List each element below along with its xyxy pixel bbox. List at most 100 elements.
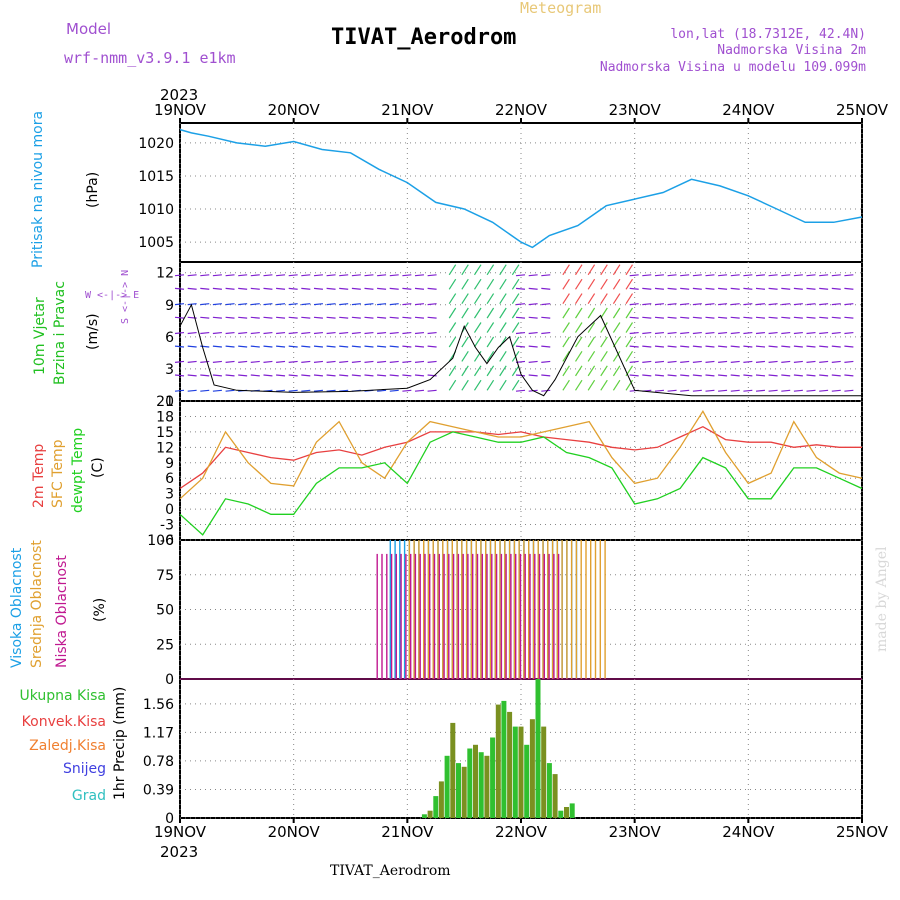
wind-arrow (629, 287, 639, 290)
wind-arrow (781, 389, 791, 392)
precip-bar (484, 755, 490, 818)
precip-bar (478, 752, 484, 818)
wind-arrow (528, 374, 538, 377)
panels (179, 122, 863, 819)
wind-arrow (414, 287, 425, 290)
wind-arrow (587, 350, 596, 362)
wind-arrow (515, 389, 526, 392)
wind-arrow (612, 264, 621, 276)
precip-axis-labels: Ukupna Kisa Konvek.Kisa Zaledj.Kisa Snij… (19, 687, 128, 804)
wind-arrow (276, 287, 286, 290)
wind-arrow (276, 389, 286, 392)
wind-arrow (414, 389, 425, 392)
wind-arrow (743, 274, 753, 277)
wind-arrow (806, 331, 816, 335)
wind-arrow (819, 345, 829, 348)
wind-arrow (667, 345, 677, 348)
wind-arrow (339, 287, 349, 290)
precip-bar (444, 755, 450, 818)
precip-bar (501, 700, 507, 818)
wind-arrow (781, 316, 791, 319)
wind-arrow (667, 374, 677, 377)
precip-bar (535, 679, 541, 818)
wind-arrow (402, 389, 412, 392)
wind-arrow (414, 360, 425, 363)
wind-arrow (174, 331, 185, 335)
wind-arrow (499, 322, 507, 333)
wind-arrow (238, 274, 248, 277)
wind-arrow (844, 316, 854, 319)
wind-arrow (768, 389, 778, 392)
precip-bar (427, 810, 433, 818)
wind-arrow (654, 345, 664, 348)
wind-arrow (402, 345, 412, 348)
wind-arrow (743, 389, 753, 392)
time-tick-label-top: 20NOV (268, 101, 321, 119)
wind-arrow (250, 303, 260, 306)
wind-arrow (692, 345, 702, 348)
wind-arrow (743, 331, 753, 335)
temp-dew-label: dewpt Temp (70, 428, 86, 513)
wind-arrow (667, 287, 677, 290)
page-title: TIVAT_Aerodrom (331, 25, 516, 50)
wind-arrow (831, 287, 841, 290)
precip-bar (524, 744, 530, 818)
wind-arrow (402, 303, 412, 306)
wind-arrow (301, 331, 311, 335)
wind-arrow (288, 374, 298, 377)
gridlines (179, 118, 863, 823)
wind-arrow (705, 389, 715, 392)
y-tick-label-pressure: 1020 (138, 136, 174, 152)
wind-arrow (499, 365, 507, 377)
wind-arrow (654, 331, 664, 335)
precip-bar (461, 766, 467, 818)
wind-arrow (473, 350, 482, 362)
wind-arrow (339, 374, 349, 377)
wind-arrow (414, 345, 425, 348)
wind-arrow (515, 287, 526, 290)
wind-arrow (212, 360, 222, 363)
wind-arrow (587, 264, 596, 276)
wind-arrow (339, 389, 349, 392)
footer-title: TIVAT_Aerodrom (330, 863, 451, 879)
wind-arrow (600, 307, 608, 319)
wind-arrow (575, 336, 583, 348)
wind-arrow (499, 379, 507, 391)
wind-compass: W <-|-> E (85, 290, 139, 301)
wind-arrow (692, 374, 702, 377)
wind-arrow (389, 316, 399, 319)
wind-arrow (448, 293, 457, 305)
wind-arrow (377, 303, 387, 306)
precip-bar (495, 704, 501, 818)
precip-total-label: Ukupna Kisa (19, 688, 106, 704)
y-tick-label-temp: 6 (165, 471, 174, 487)
wind-arrow (793, 316, 803, 319)
time-tick-label-bottom: 23NOV (609, 823, 662, 841)
precip-bar (467, 748, 473, 818)
wind-arrow (654, 303, 664, 306)
wind-arrow (351, 331, 361, 335)
y-tick-label-temp: 21 (156, 394, 174, 410)
wind-arrow (427, 274, 437, 277)
wind-arrow (402, 287, 412, 290)
wind-arrow (351, 360, 361, 363)
wind-arrow (600, 293, 608, 305)
time-tick-label-bottom: 24NOV (722, 823, 775, 841)
precip-bar (564, 807, 569, 818)
wind-arrow (587, 322, 596, 333)
time-tick-label-bottom: 22NOV (495, 823, 548, 841)
wind-arrow (654, 360, 664, 363)
wind-arrow (448, 365, 457, 377)
wind-arrow (313, 287, 323, 290)
wind-arrow (276, 360, 286, 363)
wind-arrow (225, 316, 235, 319)
wind-arrow (511, 278, 520, 290)
wind-arrow (402, 331, 412, 335)
wind-arrow (339, 303, 349, 306)
wind-arrow (781, 331, 791, 335)
y-tick-label-temp: 18 (156, 409, 174, 425)
wind-arrow (174, 274, 185, 277)
wind-arrow (562, 264, 570, 276)
wind-arrow (326, 331, 336, 335)
wind-arrow (680, 331, 690, 335)
